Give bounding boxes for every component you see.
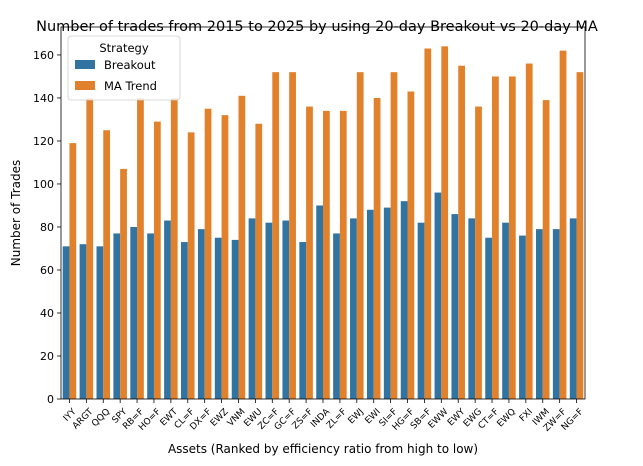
bar-ma-trend-ewq [508, 76, 516, 400]
x-axis-label: Assets (Ranked by efficiency ratio from … [168, 442, 478, 456]
legend-swatch-ma-trend [75, 81, 95, 90]
bar-breakout-ewy [451, 214, 459, 399]
bar-ma-trend-rb-f [137, 97, 144, 400]
y-tick-label: 0 [47, 393, 54, 406]
bar-ma-trend-zw-f [559, 50, 567, 400]
bar-breakout-inda [316, 205, 323, 399]
legend-title: Strategy [99, 41, 148, 55]
bar-ma-trend-ho-f [153, 121, 161, 400]
y-tick-label: 140 [33, 92, 54, 105]
bar-breakout-cl-f [181, 242, 188, 399]
bars-group [62, 46, 584, 400]
bar-breakout-gc-f [282, 220, 290, 399]
bar-ma-trend-zc-f [272, 72, 280, 399]
bar-ma-trend-zs-f [306, 106, 313, 399]
bar-breakout-rb-f [130, 226, 138, 399]
bar-breakout-hg-f [400, 201, 408, 399]
bar-ma-trend-ng-f [576, 72, 584, 399]
x-tick-label: VNM [226, 407, 248, 429]
bar-ma-trend-ewt [170, 97, 178, 400]
bar-breakout-zs-f [299, 242, 307, 399]
x-tick-label: EWZ [209, 407, 231, 429]
bar-ma-trend-dx-f [204, 108, 212, 400]
bar-breakout-ewt [164, 220, 171, 399]
bar-breakout-dx-f [197, 229, 205, 399]
bar-ma-trend-zl-f [339, 110, 347, 400]
bar-ma-trend-argt [86, 97, 94, 400]
legend-box [67, 35, 181, 101]
bar-breakout-qqq [96, 246, 104, 399]
x-tick-label: QQQ [90, 407, 112, 429]
bar-ma-trend-qqq [103, 130, 111, 399]
bar-breakout-argt [79, 244, 87, 399]
bar-breakout-ewg [468, 218, 476, 399]
y-tick-label: 20 [40, 350, 54, 363]
bar-breakout-ng-f [569, 218, 577, 399]
bar-breakout-ewq [502, 222, 509, 399]
bar-breakout-zl-f [333, 233, 340, 399]
bar-breakout-zc-f [265, 222, 273, 399]
bar-ma-trend-fxi [525, 63, 533, 400]
bar-ma-trend-ewu [255, 123, 263, 399]
y-axis-label: Number of Trades [9, 160, 23, 267]
bar-breakout-ho-f [147, 233, 154, 399]
bar-ma-trend-iyy [69, 143, 77, 399]
bar-ma-trend-ewy [458, 65, 465, 400]
bar-ma-trend-ewg [475, 106, 482, 399]
bar-breakout-zw-f [552, 229, 560, 399]
bar-ma-trend-eww [441, 46, 449, 399]
bar-breakout-ewu [248, 218, 256, 399]
y-tick-label: 120 [33, 135, 54, 148]
bar-ma-trend-si-f [390, 72, 398, 399]
bar-ma-trend-vnm [238, 95, 246, 399]
bar-ma-trend-gc-f [289, 72, 296, 399]
y-axis: 0 20 40 60 80 100 120 140 160 [33, 49, 61, 406]
legend-swatch-breakout [75, 60, 95, 69]
x-tick-label: EWW [427, 407, 451, 431]
legend-label-breakout: Breakout [104, 58, 156, 72]
bar-breakout-si-f [383, 207, 391, 399]
bar-breakout-eww [434, 192, 442, 399]
bar-breakout-sb-f [417, 222, 425, 399]
bar-breakout-ewj [350, 218, 357, 399]
y-tick-label: 100 [33, 178, 54, 191]
y-tick-label: 40 [40, 307, 54, 320]
y-tick-label: 60 [40, 264, 54, 277]
legend-label-ma-trend: MA Trend [104, 79, 157, 93]
bar-breakout-ewz [214, 237, 222, 399]
x-tick-label: EWQ [496, 407, 518, 429]
y-tick-label: 160 [33, 49, 54, 62]
bar-ma-trend-spy [120, 168, 127, 399]
bar-breakout-spy [113, 233, 121, 399]
bar-ma-trend-hg-f [407, 91, 415, 399]
bar-ma-trend-cl-f [187, 132, 195, 400]
x-axis: IYYARGTQQQSPYRB=FHO=FEWTCL=FDX=FEWZVNMEW… [62, 399, 586, 434]
bar-ma-trend-ewi [373, 97, 381, 400]
bar-breakout-fxi [519, 235, 526, 399]
y-tick-label: 80 [40, 221, 54, 234]
bar-breakout-ewi [366, 209, 374, 399]
x-tick-label: EWJ [347, 407, 366, 426]
bar-ma-trend-ct-f [492, 76, 499, 400]
bar-ma-trend-inda [323, 110, 330, 400]
legend: Strategy Breakout MA Trend [67, 35, 181, 101]
bar-breakout-ct-f [485, 237, 493, 399]
bar-ma-trend-ewz [221, 115, 229, 399]
bar-breakout-iwm [535, 229, 543, 399]
bar-ma-trend-iwm [542, 100, 550, 400]
bar-ma-trend-sb-f [424, 48, 432, 399]
bar-breakout-iyy [62, 246, 70, 399]
bar-breakout-vnm [231, 239, 239, 399]
plot-frame [60, 26, 586, 400]
bar-ma-trend-ewj [356, 72, 364, 399]
